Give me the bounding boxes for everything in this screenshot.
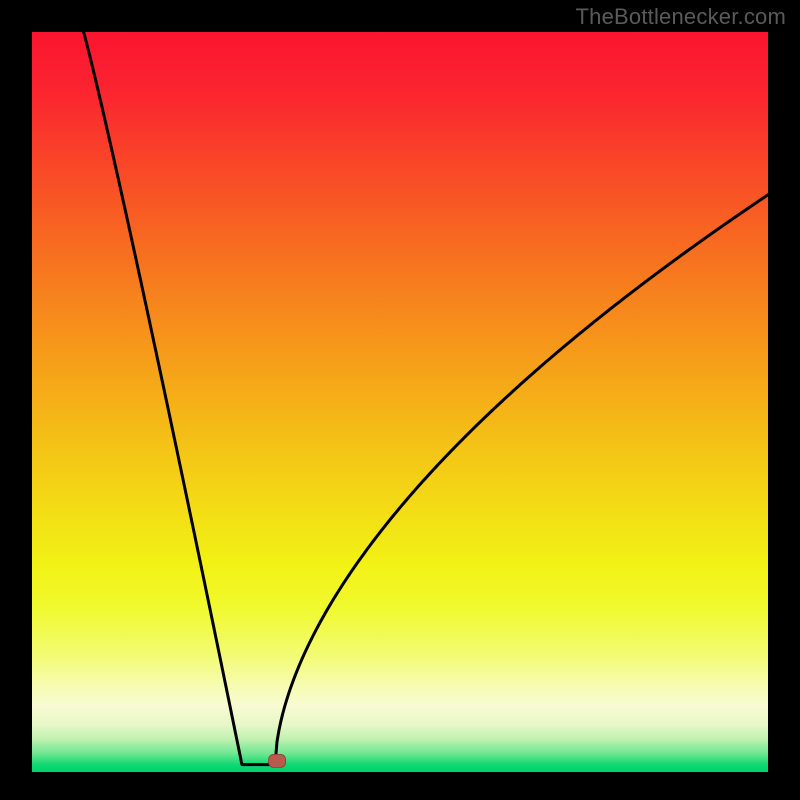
plot-svg bbox=[32, 32, 768, 772]
chart-frame: TheBottlenecker.com bbox=[0, 0, 800, 800]
plot-area bbox=[32, 32, 768, 772]
gradient-background bbox=[32, 32, 768, 772]
data-marker bbox=[269, 754, 286, 767]
attribution-text: TheBottlenecker.com bbox=[576, 4, 786, 30]
